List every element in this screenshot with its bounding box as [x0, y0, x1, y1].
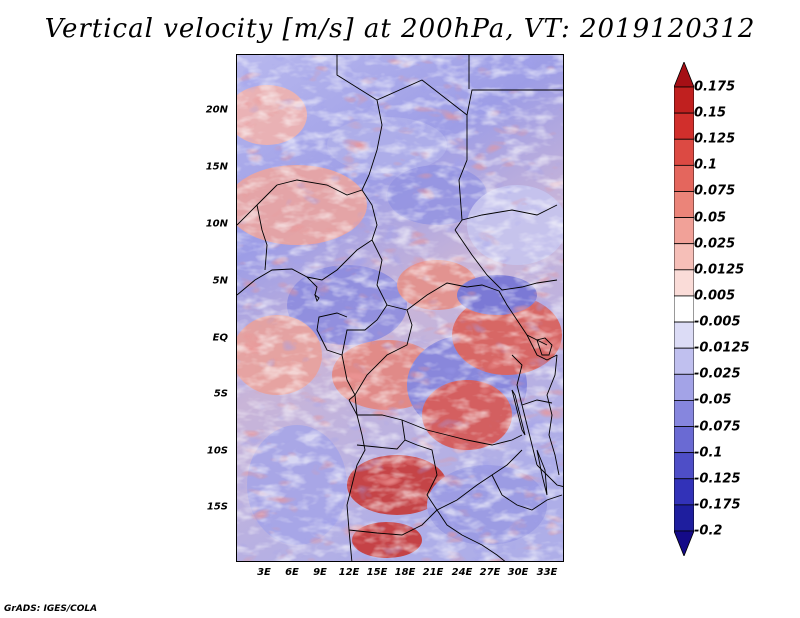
lon-tick-21e: 21E [422, 567, 444, 578]
colorbar-segment [674, 62, 694, 88]
lat-tick-20n: 20N [205, 104, 228, 116]
colorbar-segment [674, 400, 694, 427]
colorbar-label: -0.0125 [694, 340, 750, 356]
colorbar-segment [674, 373, 694, 401]
vertical-velocity-field [237, 55, 563, 561]
colorbar-label: -0.005 [694, 314, 741, 330]
colorbar-label: 0.075 [694, 183, 736, 199]
colorbar-segment [674, 452, 694, 480]
colorbar-segment [674, 138, 694, 166]
lon-tick-9e: 9E [313, 567, 327, 578]
colorbar-label: 0.125 [694, 131, 736, 147]
colorbar-segment [674, 217, 694, 245]
colorbar-segment [674, 86, 694, 114]
lon-tick-18e: 18E [394, 567, 416, 578]
colorbar-segment [674, 426, 694, 454]
chart-title: Vertical velocity [m/s] at 200hPa, VT: 2… [44, 14, 756, 44]
colorbar-segment [674, 530, 694, 556]
colorbar-label: -0.075 [694, 419, 741, 435]
colorbar-label: 0.15 [694, 105, 727, 121]
colorbar-segment [674, 269, 694, 297]
lon-tick-30e: 30E [507, 567, 529, 578]
colorbar-label: 0.175 [694, 79, 736, 95]
colorbar-label: -0.05 [694, 392, 732, 408]
colorbar-segment [674, 112, 694, 140]
colorbar-segment [674, 295, 694, 323]
lon-tick-3e: 3E [257, 567, 271, 578]
grads-credit: GrADS: IGES/COLA [4, 604, 98, 614]
colorbar-label: -0.1 [694, 445, 723, 461]
lon-tick-24e: 24E [451, 567, 473, 578]
lakes [314, 293, 553, 496]
colorbar-label: -0.175 [694, 497, 741, 513]
colorbar-segment [674, 347, 694, 375]
lat-tick-10n: 10N [205, 218, 228, 230]
lon-tick-27e: 27E [479, 567, 501, 578]
lat-tick-15n: 15N [205, 161, 228, 173]
colorbar-label: 0.1 [694, 157, 718, 173]
colorbar-segment [674, 243, 694, 271]
lat-tick-5s: 5S [213, 388, 228, 400]
colorbar-label: 0.005 [694, 288, 736, 304]
lon-tick-33e: 33E [536, 567, 558, 578]
colorbar-label: -0.2 [694, 523, 723, 539]
colorbar-label: 0.025 [694, 236, 736, 252]
lat-tick-5n: 5N [212, 275, 228, 287]
colorbar-label: -0.025 [694, 366, 741, 382]
colorbar-segment [674, 478, 694, 506]
lat-tick-eq: EQ [212, 332, 228, 344]
lon-tick-15e: 15E [366, 567, 388, 578]
colorbar-segment [674, 164, 694, 192]
lon-tick-12e: 12E [338, 567, 360, 578]
colorbar-segment [674, 321, 694, 349]
lat-tick-10s: 10S [206, 445, 228, 457]
colorbar-label: -0.125 [694, 471, 741, 487]
lon-tick-6e: 6E [285, 567, 299, 578]
colorbar-segment [674, 191, 694, 218]
lat-tick-15s: 15S [206, 501, 228, 513]
map-panel [236, 54, 564, 562]
colorbar-label: 0.05 [694, 210, 727, 226]
colorbar-label: 0.0125 [694, 262, 745, 278]
colorbar-segment [674, 504, 694, 532]
country-borders [237, 55, 563, 561]
colorbar [674, 62, 694, 556]
